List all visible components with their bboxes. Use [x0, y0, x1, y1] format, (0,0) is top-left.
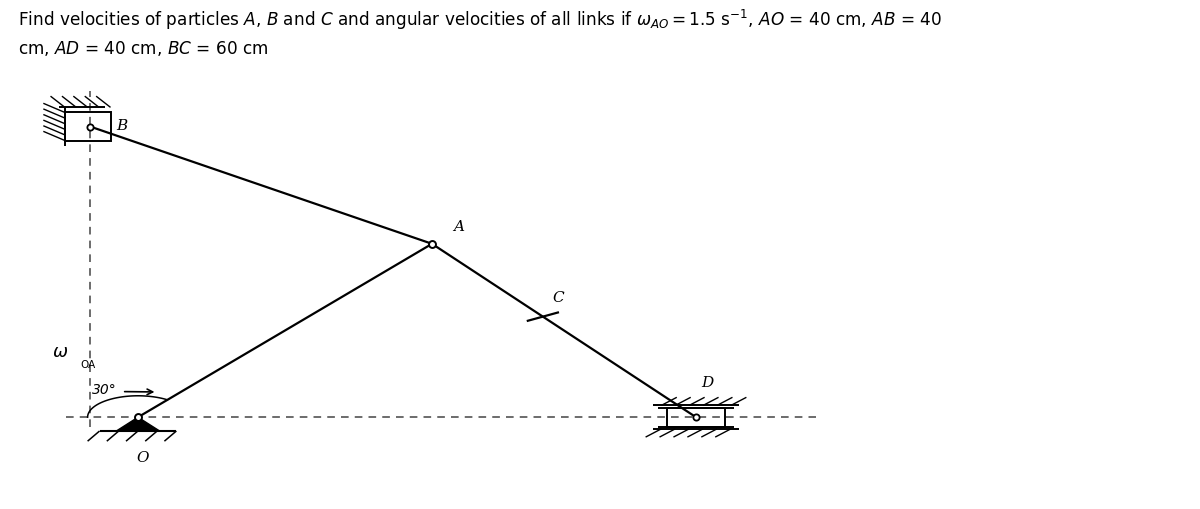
Text: Find velocities of particles $\it{A}$, $\it{B}$ and $\it{C}$ and angular velocit: Find velocities of particles $\it{A}$, $…	[18, 8, 942, 58]
Text: 30°: 30°	[91, 382, 116, 397]
Text: D: D	[701, 376, 713, 389]
Text: A: A	[454, 219, 464, 233]
Text: OA: OA	[80, 359, 95, 369]
Text: C: C	[552, 290, 564, 304]
Text: O: O	[137, 450, 149, 464]
Text: B: B	[116, 119, 127, 133]
Text: $\omega$: $\omega$	[52, 342, 68, 360]
Polygon shape	[116, 417, 160, 431]
